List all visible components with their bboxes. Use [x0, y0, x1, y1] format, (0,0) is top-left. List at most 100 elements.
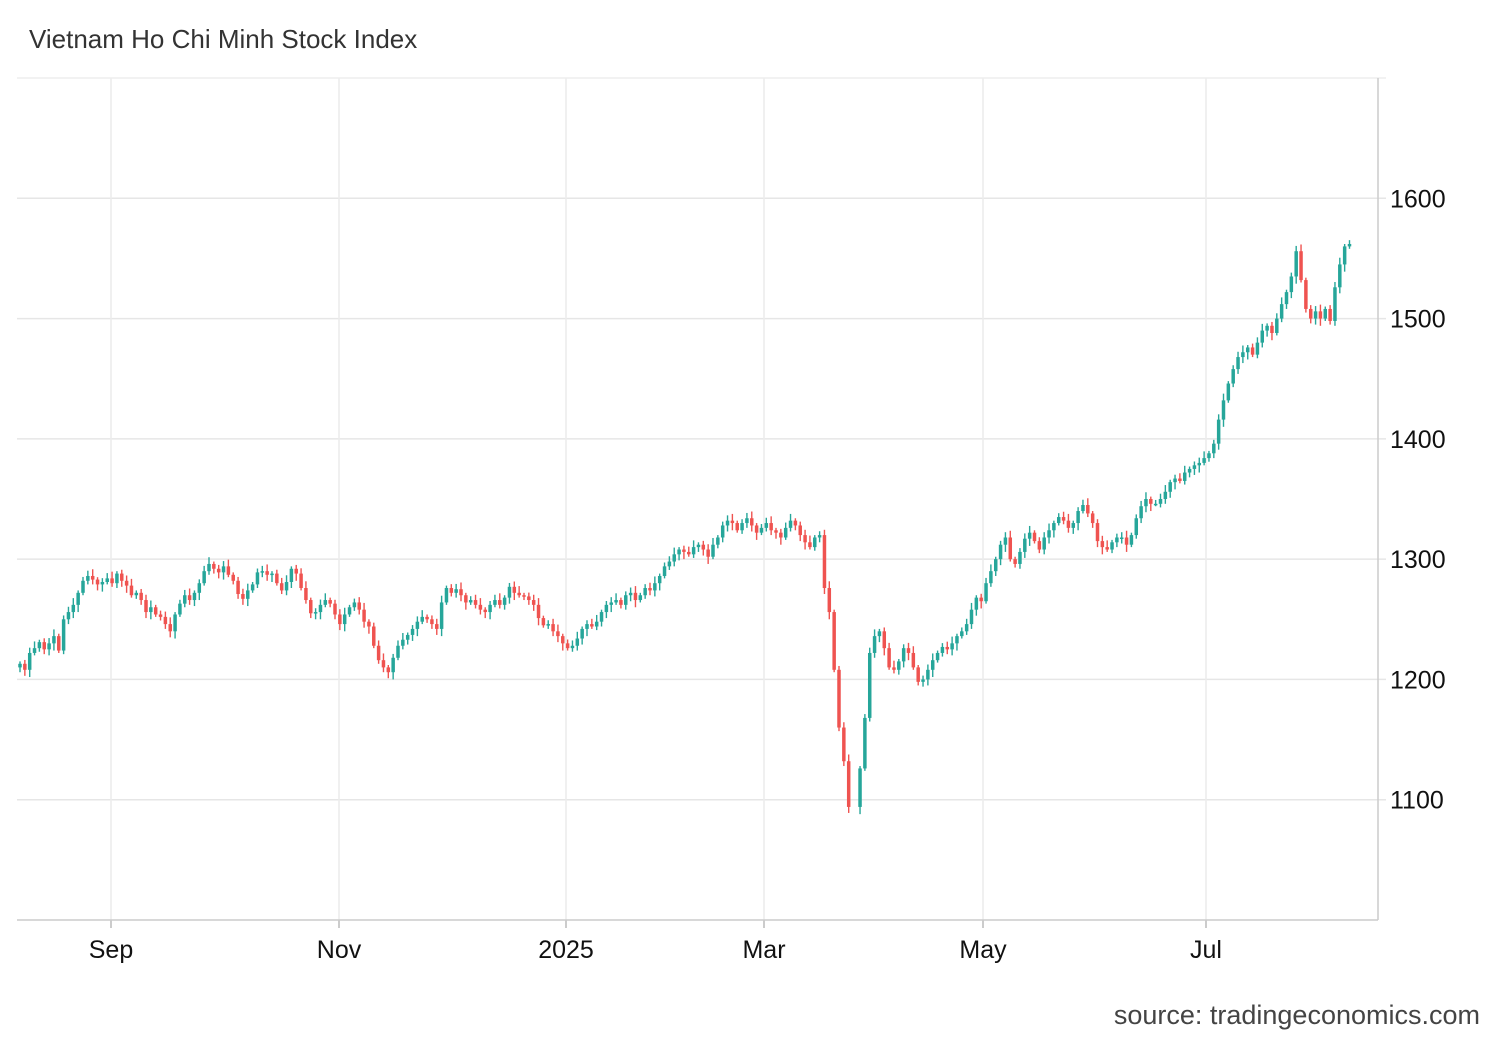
candle-body [960, 631, 964, 637]
candle-body [1241, 352, 1245, 358]
candle-body [216, 568, 221, 573]
candle-body [338, 614, 342, 625]
candle-body [1313, 311, 1318, 319]
candle-body [822, 535, 827, 589]
candle-body [945, 646, 950, 650]
candle-body [984, 583, 988, 602]
candle-body [648, 588, 652, 591]
candle-body [1279, 304, 1284, 319]
candle-body [425, 616, 429, 620]
candle-body [877, 631, 882, 637]
candle-body [1304, 280, 1308, 309]
candle-body [901, 648, 906, 662]
candles [18, 240, 1352, 815]
candle-body [163, 616, 168, 625]
candle-body [1265, 325, 1269, 331]
candle-body [328, 600, 332, 604]
candle-body [551, 624, 555, 632]
candle-body [1163, 491, 1168, 499]
candle-body [696, 544, 701, 548]
candle-body [76, 592, 80, 605]
candle-body [1173, 478, 1177, 483]
candle-body [110, 578, 114, 584]
candle-body [1318, 311, 1323, 319]
candle-body [202, 571, 206, 584]
candle-body [740, 523, 744, 531]
candle-body [730, 520, 735, 524]
candle-body [1076, 511, 1080, 524]
candle-body [706, 549, 710, 557]
x-tick-label: Jul [1190, 936, 1222, 964]
candle-body [754, 525, 759, 533]
candle-body [502, 597, 507, 605]
x-axis-labels: Sep Nov 2025 Mar May Jul [89, 936, 1222, 964]
candle-body [682, 549, 686, 552]
candle-body [27, 652, 32, 670]
candle-body [265, 571, 269, 575]
candle-body [1226, 383, 1231, 401]
candle-body [1236, 357, 1240, 370]
candle-body [916, 667, 920, 682]
candle-body [842, 727, 846, 762]
candle-body [556, 631, 560, 637]
candle-body [846, 761, 851, 807]
candle-body [304, 588, 308, 601]
candle-body [1289, 276, 1294, 293]
candle-body [716, 537, 720, 545]
candle-body [1124, 537, 1129, 545]
candle-body [1347, 243, 1352, 247]
candle-body [735, 523, 739, 531]
candle-body [609, 602, 613, 605]
candle-body [993, 559, 998, 572]
axes [17, 78, 1379, 928]
candle-body [837, 669, 841, 728]
candle-body [1129, 535, 1134, 545]
candle-body [989, 571, 993, 584]
candle-body [488, 604, 492, 613]
candle-body [897, 661, 901, 670]
candle-body [415, 621, 420, 629]
candle-body [527, 596, 531, 601]
candle-body [950, 643, 954, 650]
candle-body [955, 636, 959, 644]
candle-body [115, 573, 119, 584]
candle-body [711, 544, 715, 557]
y-tick-label: 1500 [1390, 306, 1446, 334]
candle-body [1250, 347, 1255, 355]
candle-body [863, 717, 867, 769]
candle-body [139, 592, 143, 601]
candle-body [930, 660, 935, 670]
candle-body [61, 619, 66, 651]
candle-body [275, 573, 279, 584]
candle-body [270, 573, 274, 576]
candle-body [289, 568, 294, 582]
candle-body [1255, 342, 1260, 355]
candle-body [1027, 532, 1032, 539]
candle-body [926, 669, 930, 680]
candle-body [1299, 251, 1303, 281]
candle-body [1032, 532, 1037, 542]
candle-body [832, 612, 836, 670]
candle-body [212, 563, 216, 569]
candle-body [906, 648, 911, 653]
candle-body [624, 595, 628, 605]
candle-body [309, 600, 313, 614]
candle-body [1100, 541, 1105, 548]
candle-body [1221, 400, 1226, 420]
candle-body [788, 520, 793, 528]
candle-body [279, 583, 284, 591]
candle-body [964, 624, 969, 632]
candle-body [1284, 292, 1289, 305]
candle-body [95, 579, 100, 585]
candle-body [940, 646, 945, 653]
candle-body [493, 600, 497, 605]
candle-body [507, 586, 512, 598]
candle-body [401, 639, 405, 646]
candle-body [633, 592, 638, 601]
candle-body [134, 592, 139, 596]
candle-body [614, 600, 618, 603]
candle-body [197, 583, 202, 593]
candle-body [935, 652, 940, 661]
candle-body [405, 634, 410, 640]
